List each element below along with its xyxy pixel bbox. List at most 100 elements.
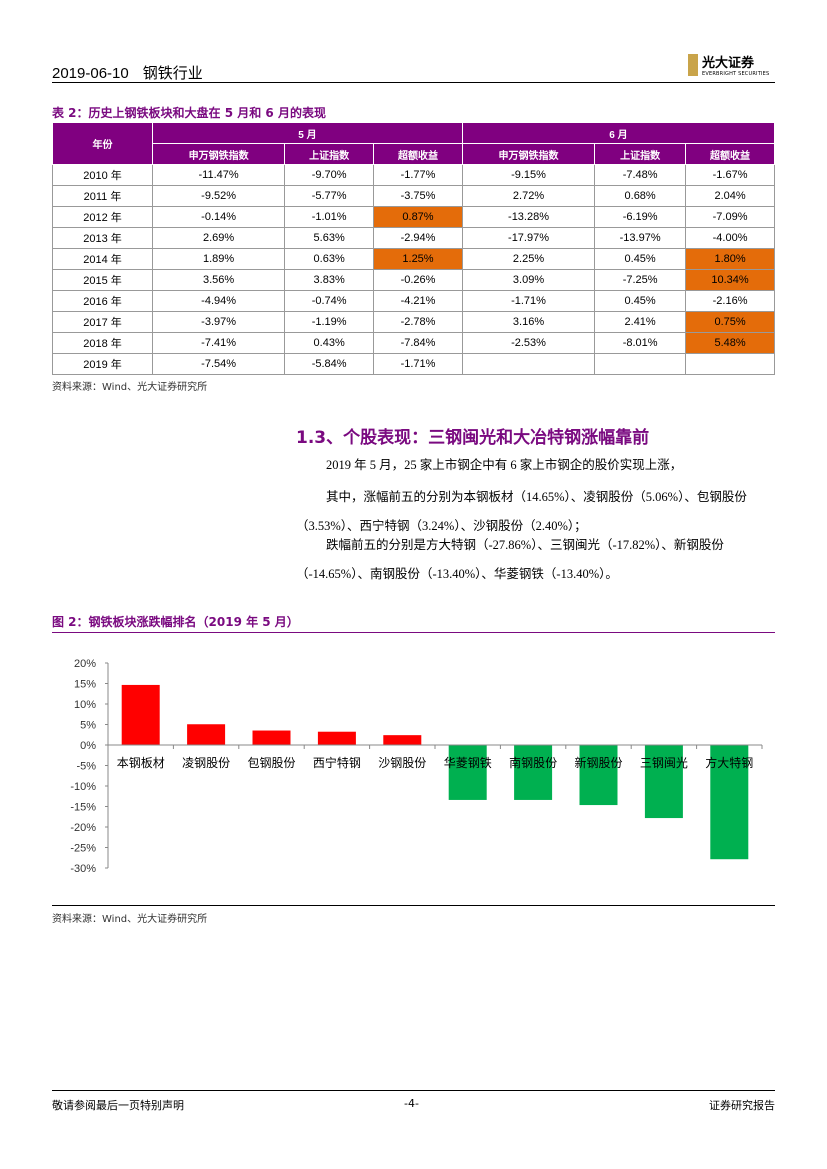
table-row: 2012 年 -0.14% -1.01% 0.87% -13.28% -6.19% -7.0… <box>52 206 775 228</box>
footer-report-type: 证券研究报告 <box>709 1099 775 1112</box>
value-cell: -7.25% <box>594 269 687 291</box>
year-cell: 2012 年 <box>52 206 153 228</box>
category-label: 凌钢股份 <box>182 756 230 770</box>
y-tick-label: -20% <box>70 822 96 834</box>
table-row: 2016 年 -4.94% -0.74% -4.21% -1.71% 0.45% -2.16… <box>52 290 775 312</box>
value-cell: -4.21% <box>373 290 463 312</box>
bar <box>448 745 487 800</box>
value-cell: -11.47% <box>151 164 286 186</box>
value-cell: -0.74% <box>284 290 375 312</box>
value-cell: -4.94% <box>151 290 286 312</box>
category-label: 沙钢股份 <box>378 756 426 770</box>
value-cell: 10.34% <box>685 269 775 291</box>
value-cell: 5.63% <box>284 227 375 249</box>
value-cell: -1.77% <box>373 164 463 186</box>
bar <box>644 745 683 819</box>
value-cell: 0.63% <box>284 248 375 270</box>
category-label: 包钢股份 <box>247 756 295 770</box>
y-tick-label: -15% <box>70 802 96 814</box>
category-label: 新钢股份 <box>574 755 622 770</box>
value-cell: -9.70% <box>284 164 375 186</box>
logo-en: EVERBRIGHT SECURITIES <box>702 71 770 77</box>
bar <box>579 745 618 806</box>
table-row: 2010 年 -11.47% -9.70% -1.77% -9.15% -7.48% -1.… <box>52 164 775 186</box>
year-cell: 2018 年 <box>52 332 153 354</box>
value-cell: -9.15% <box>461 164 596 186</box>
column-header: 超额收益 <box>373 143 463 165</box>
year-cell: 2014 年 <box>52 248 153 270</box>
value-cell: 2.25% <box>461 248 596 270</box>
value-cell: -13.97% <box>594 227 687 249</box>
value-cell <box>461 353 596 375</box>
value-cell: 0.75% <box>685 311 775 333</box>
value-cell: -0.26% <box>373 269 463 291</box>
table-row: 2015 年 3.56% 3.83% -0.26% 3.09% -7.25% 10.34% <box>52 269 775 291</box>
value-cell: -5.84% <box>284 353 375 375</box>
value-cell: -1.71% <box>461 290 596 312</box>
y-tick-label: -25% <box>70 843 96 855</box>
bar-chart: 20% 15% 10% 5% 0% -5% -10% -15% -20% -25% -30% 本钢板材… <box>70 658 763 875</box>
y-tick-label: -30% <box>70 863 96 875</box>
industry: 钢铁行业 <box>142 65 203 82</box>
column-header: 上证指数 <box>284 143 375 165</box>
y-tick-label: -5% <box>76 761 96 773</box>
value-cell: -2.16% <box>685 290 775 312</box>
value-cell: 2.04% <box>685 185 775 207</box>
paragraph: 跌幅前五的分别是方大特钢（-27.86%）、三钢闽光（-17.82%）、新钢股份… <box>296 538 724 581</box>
footer-disclaimer: 敬请参阅最后一页特别声明 <box>52 1099 184 1112</box>
column-header: 超额收益 <box>685 143 775 165</box>
bar <box>710 745 749 860</box>
section-title: 1.3、个股表现：三钢闽光和大冶特钢涨幅靠前 <box>296 428 650 448</box>
table-row: 2017 年 -3.97% -1.19% -2.78% 3.16% 2.41% 0.75% <box>52 311 775 333</box>
value-cell: -7.41% <box>151 332 286 354</box>
value-cell: -17.97% <box>461 227 596 249</box>
header-divider <box>52 82 775 83</box>
table-row: 2011 年 -9.52% -5.77% -3.75% 2.72% 0.68% 2.04% <box>52 185 775 207</box>
value-cell: 1.25% <box>373 248 463 270</box>
value-cell: -0.14% <box>151 206 286 228</box>
value-cell: -1.67% <box>685 164 775 186</box>
figure-source: 资料来源：Wind、光大证券研究所 <box>52 914 208 925</box>
paragraph: 2019 年 5 月，25 家上市钢企中有 6 家上市钢企的股价实现上涨， <box>326 458 683 472</box>
table-body: 2010 年 -11.47% -9.70% -1.77% -9.15% -7.48% -1.… <box>52 164 775 375</box>
value-cell: 2.72% <box>461 185 596 207</box>
value-cell: -4.00% <box>685 227 775 249</box>
year-cell: 2010 年 <box>52 164 153 186</box>
logo: 光大证券 EVERBRIGHT SECURITIES <box>688 52 769 77</box>
value-cell: 0.45% <box>594 248 687 270</box>
value-cell: -1.19% <box>284 311 375 333</box>
bar <box>514 745 553 800</box>
y-tick-label: 10% <box>74 699 96 711</box>
value-cell: -8.01% <box>594 332 687 354</box>
value-cell: -2.94% <box>373 227 463 249</box>
logo-mark <box>688 53 698 76</box>
table-row: 2014 年 1.89% 0.63% 1.25% 2.25% 0.45% 1.80% <box>52 248 775 270</box>
table-caption: 表 2：历史上钢铁板块和大盘在 5 月和 6 月的表现 <box>52 106 326 120</box>
bar <box>187 724 226 745</box>
value-cell: 0.43% <box>284 332 375 354</box>
table-row: 2018 年 -7.41% 0.43% -7.84% -2.53% -8.01% 5.48% <box>52 332 775 354</box>
bar <box>383 735 422 745</box>
category-label: 三钢闽光 <box>640 756 688 770</box>
year-cell: 2011 年 <box>52 185 153 207</box>
logo-cn: 光大证券 <box>702 56 755 71</box>
value-cell: 0.87% <box>373 206 463 228</box>
bar <box>121 684 160 745</box>
category-label: 本钢板材 <box>117 756 165 770</box>
year-cell: 2015 年 <box>52 269 153 291</box>
y-tick-label: 5% <box>80 720 96 732</box>
year-cell: 2017 年 <box>52 311 153 333</box>
value-cell: 1.89% <box>151 248 286 270</box>
year-cell: 2013 年 <box>52 227 153 249</box>
category-label: 方大特钢 <box>705 755 753 770</box>
value-cell: 5.48% <box>685 332 775 354</box>
footer-divider <box>52 1090 775 1091</box>
value-cell <box>685 353 775 375</box>
report-date: 2019-06-10 <box>52 65 129 82</box>
category-label: 华菱钢铁 <box>444 756 492 770</box>
table-row: 2019 年 -7.54% -5.84% -1.71% <box>52 353 775 375</box>
value-cell: -2.53% <box>461 332 596 354</box>
value-cell <box>594 353 687 375</box>
value-cell: -3.97% <box>151 311 286 333</box>
